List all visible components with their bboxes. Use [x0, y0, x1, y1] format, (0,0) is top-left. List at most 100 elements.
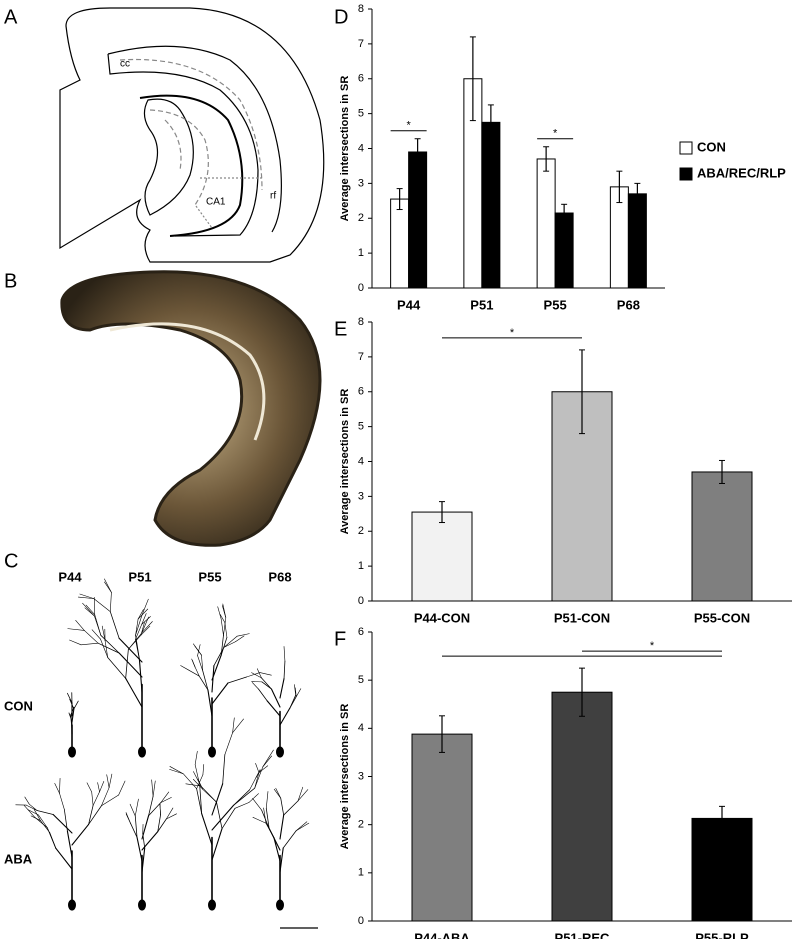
dendrite [69, 639, 82, 646]
dendrite [46, 827, 57, 849]
dendrite [254, 772, 260, 789]
dendrite [252, 816, 267, 824]
dendrite [282, 830, 297, 849]
dendrite [223, 641, 236, 648]
row-label: ABA [4, 851, 33, 866]
y-tick-label: 6 [358, 626, 364, 638]
significance-marker: * [406, 120, 411, 132]
bar [481, 121, 501, 289]
dendrite [279, 678, 285, 699]
dendrite [198, 675, 209, 691]
row-label: CON [4, 698, 33, 713]
dendrite [134, 815, 138, 838]
dendrite [248, 793, 259, 803]
dendrite [196, 774, 204, 789]
dendrite [295, 821, 308, 832]
legend-swatch [679, 141, 693, 155]
dendrite [201, 813, 213, 846]
dendrite [141, 847, 146, 873]
dendrite [101, 787, 110, 807]
y-tick-label: 3 [358, 770, 364, 782]
dendrite [125, 677, 143, 708]
dendrite [196, 788, 203, 815]
x-tick-label: P44 [397, 297, 421, 312]
dendrite [279, 814, 285, 840]
dendrite [137, 609, 144, 620]
dendrite [169, 766, 184, 775]
bar [691, 817, 753, 922]
dendrite [141, 598, 149, 616]
x-tick-label: P55 [544, 297, 567, 312]
dendrite [33, 816, 48, 829]
y-tick-label: 0 [358, 915, 364, 927]
dendrite [197, 655, 204, 672]
y-tick-label: 5 [358, 108, 364, 120]
dendrite [36, 810, 54, 815]
dendrite [224, 732, 233, 755]
x-tick-label: P44-ABA [414, 930, 470, 939]
dendrite [80, 642, 99, 646]
y-tick-label: 3 [358, 177, 364, 189]
dendrite [141, 616, 149, 634]
dendrite [141, 616, 151, 625]
y-tick-label: 2 [358, 819, 364, 831]
dendrite [100, 638, 109, 658]
dendrite [246, 672, 261, 678]
dendrite [107, 657, 127, 679]
dendrite [233, 787, 256, 806]
dendrite [141, 621, 153, 634]
column-label: P51 [128, 569, 151, 584]
dendrite [166, 813, 177, 820]
dendrite [261, 681, 272, 690]
dendrite [166, 807, 174, 820]
y-tick-label: 6 [358, 73, 364, 85]
dendrite [67, 628, 85, 631]
dendrite [125, 812, 131, 824]
panel-label: F [334, 628, 346, 650]
dendrite [135, 624, 143, 640]
dendrite [106, 774, 110, 788]
dendrite [220, 637, 228, 656]
dendrite [88, 805, 102, 825]
dendrite [160, 791, 170, 803]
dendrite [134, 798, 139, 817]
dendrite [265, 791, 269, 809]
dendrite [235, 635, 245, 642]
dendrite [202, 788, 217, 803]
dendrite [220, 618, 224, 636]
dendrite [256, 668, 262, 679]
diagram-label: rf [270, 191, 276, 202]
dendrite [92, 791, 100, 806]
diagram-label: CA1 [206, 197, 226, 208]
bar [691, 471, 753, 602]
y-tick-label: 7 [358, 351, 364, 363]
panel-label: D [334, 6, 348, 28]
dendrite [135, 634, 140, 660]
dendrite [77, 596, 95, 599]
dendrite [295, 822, 310, 832]
dendrite [216, 801, 223, 829]
dendrite [283, 646, 286, 662]
dendrite [273, 788, 282, 799]
dendrite [211, 783, 224, 816]
dendrite [54, 783, 60, 794]
tissue-image [60, 270, 322, 547]
dendrite [259, 672, 272, 676]
dendrite [129, 803, 136, 817]
dendrite [222, 603, 227, 619]
neuron-tracings [15, 578, 310, 911]
significance-marker: * [510, 327, 515, 339]
dendrite [211, 682, 229, 705]
dendrite [52, 813, 73, 834]
dendrite [101, 625, 106, 641]
dendrite [118, 780, 126, 796]
dendrite [273, 837, 281, 862]
dendrite [194, 750, 198, 765]
dendrite [101, 794, 119, 807]
y-tick-label: 3 [358, 490, 364, 502]
y-axis-label: Average intersections in SR [339, 389, 351, 535]
dendrite [97, 642, 120, 654]
x-tick-label: P44-CON [414, 610, 470, 625]
dendrite [201, 654, 204, 672]
dendrite [148, 802, 162, 817]
